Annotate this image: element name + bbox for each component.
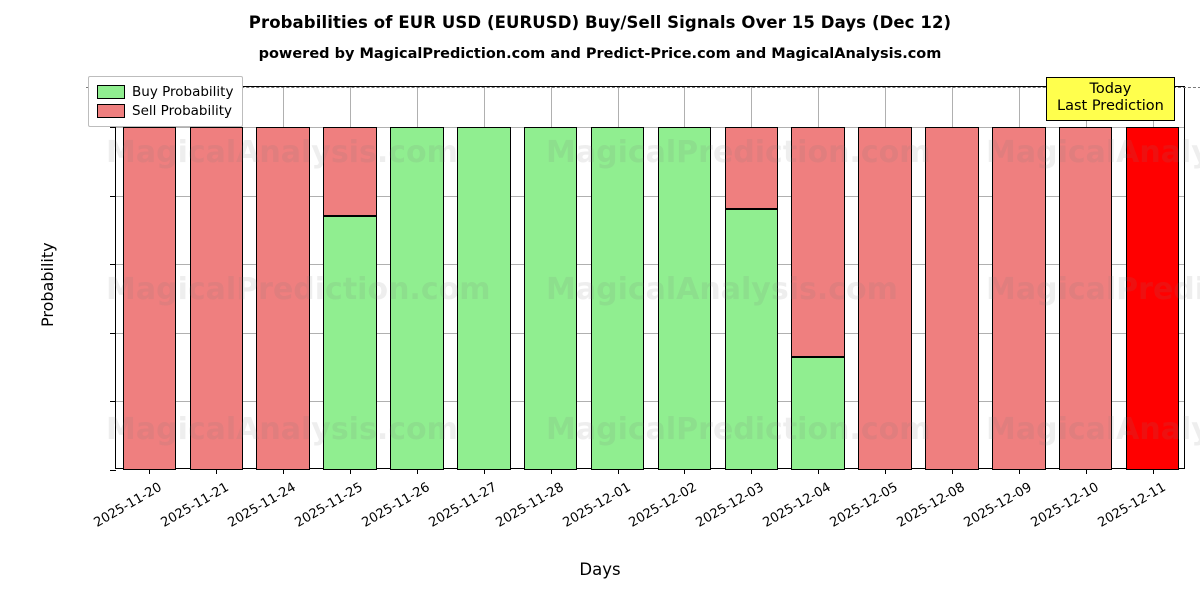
bar-group[interactable] [925, 87, 979, 470]
x-axis-tick-mark [483, 468, 485, 474]
x-axis-tick-mark [751, 468, 753, 474]
x-axis-tick-mark [684, 468, 686, 474]
bar-group[interactable] [523, 87, 578, 470]
bar-group[interactable] [256, 87, 310, 470]
bar-group[interactable] [657, 87, 712, 470]
x-axis-label: Days [579, 560, 621, 579]
x-axis-tick-mark [1152, 468, 1154, 474]
bar-segment-today[interactable] [1125, 127, 1180, 470]
y-axis-tick-mark [110, 264, 116, 266]
chart-legend: Buy Probability Sell Probability [88, 76, 244, 127]
bar-group[interactable] [858, 87, 912, 470]
bar-group[interactable] [189, 87, 244, 470]
x-axis-tick-mark [1018, 468, 1020, 474]
x-axis-tick-mark [885, 468, 887, 474]
grid-line-horizontal [116, 332, 1184, 334]
bar-segment-sell[interactable] [724, 127, 779, 210]
x-axis-tick-mark [951, 468, 953, 474]
bar-segment-buy[interactable] [390, 127, 444, 470]
grid-line-horizontal [116, 127, 1184, 128]
bar-segment-sell[interactable] [323, 127, 377, 217]
bar-segment-buy[interactable] [590, 127, 645, 470]
legend-item-buy: Buy Probability [97, 82, 233, 101]
buy-color-swatch [97, 84, 125, 99]
top-dashed-line [86, 87, 1200, 88]
bar-segment-sell[interactable] [256, 127, 310, 470]
legend-label-buy: Buy Probability [132, 83, 234, 100]
bar-segment-buy[interactable] [457, 127, 511, 470]
plot-area: MagicalAnalysis.comMagicalPrediction.com… [38, 86, 1200, 531]
bar-segment-sell[interactable] [858, 127, 912, 470]
x-axis-tick-mark [216, 468, 218, 474]
y-axis-tick-mark [110, 332, 116, 334]
x-axis-tick-mark [283, 468, 285, 474]
bar-segment-buy[interactable] [791, 356, 845, 470]
y-axis-tick-mark [110, 195, 116, 197]
bar-segment-sell[interactable] [1058, 127, 1113, 470]
x-axis-tick-mark [617, 468, 619, 474]
bar-group[interactable] [590, 87, 645, 470]
y-axis-tick-mark [110, 127, 116, 128]
today-annotation-line2: Last Prediction [1057, 98, 1164, 115]
x-axis-tick-mark [149, 468, 151, 474]
bar-segment-sell[interactable] [791, 127, 845, 357]
legend-item-sell: Sell Probability [97, 101, 233, 120]
bar-group[interactable] [122, 87, 177, 470]
x-axis-tick-mark [350, 468, 352, 474]
bar-segment-buy[interactable] [657, 127, 712, 470]
grid-line-horizontal [116, 264, 1184, 266]
chart-subtitle: powered by MagicalPrediction.com and Pre… [258, 46, 942, 62]
grid-line-horizontal [116, 401, 1184, 403]
x-axis-tick-mark [550, 468, 552, 474]
chart-title: Probabilities of EUR USD (EURUSD) Buy/Se… [248, 13, 952, 32]
bar-segment-buy[interactable] [724, 209, 779, 470]
bar-segment-sell[interactable] [189, 127, 244, 470]
bar-segment-buy[interactable] [323, 216, 377, 470]
bar-group[interactable] [1058, 87, 1113, 470]
bar-series-layer [116, 87, 1184, 470]
bar-segment-buy[interactable] [523, 127, 578, 470]
bar-group[interactable] [724, 87, 779, 470]
x-axis-tick-mark [818, 468, 820, 474]
bar-group[interactable] [791, 87, 845, 470]
bar-segment-sell[interactable] [992, 127, 1046, 470]
grid-line-horizontal [116, 195, 1184, 197]
bar-group[interactable] [1125, 87, 1180, 470]
bar-group[interactable] [992, 87, 1046, 470]
bar-group[interactable] [323, 87, 377, 470]
sell-color-swatch [97, 103, 125, 118]
bar-segment-sell[interactable] [925, 127, 979, 470]
y-axis-tick-mark [110, 470, 116, 471]
today-annotation-line1: Today [1089, 81, 1132, 97]
legend-label-sell: Sell Probability [132, 102, 233, 119]
bar-group[interactable] [390, 87, 444, 470]
today-annotation: Today Last Prediction [1046, 77, 1175, 122]
y-axis-label: Probability [38, 241, 57, 327]
bar-segment-sell[interactable] [122, 127, 177, 470]
x-axis-tick-mark [1085, 468, 1087, 474]
bar-group[interactable] [457, 87, 511, 470]
x-axis-tick-mark [416, 468, 418, 474]
y-axis-tick-mark [110, 401, 116, 403]
